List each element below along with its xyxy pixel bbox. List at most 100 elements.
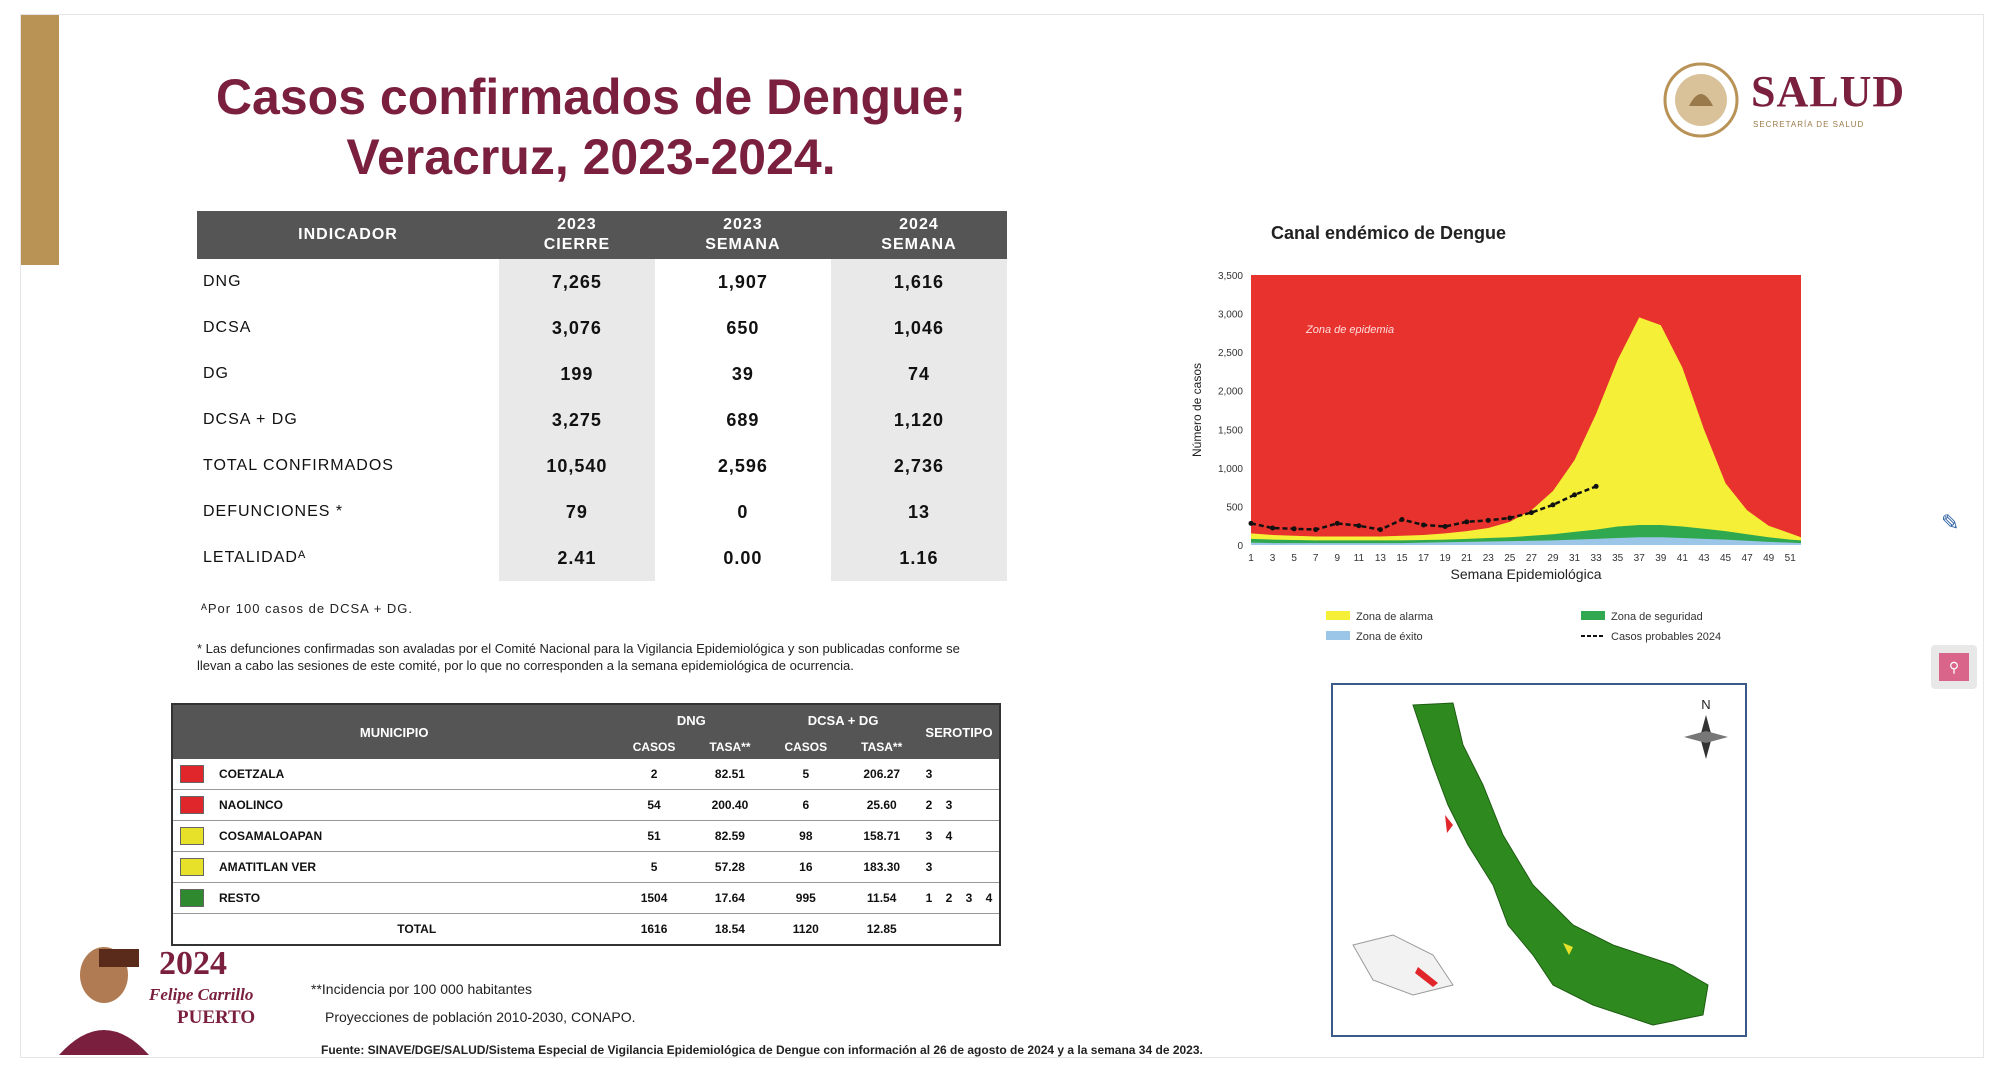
- indicators-table: INDICADOR 2023 CIERRE 2023 SEMANA 2024 SEMA…: [197, 211, 1007, 581]
- x-tick-label: 27: [1526, 553, 1538, 564]
- chart-annotation: Zona de epidemia: [1305, 324, 1394, 336]
- indicator-label: DEFUNCIONES *: [203, 503, 344, 520]
- casos-point: [1507, 515, 1513, 521]
- serotipo-value: [939, 759, 959, 790]
- header-dng: DNG: [615, 704, 768, 735]
- municipio-body: COETZALA 2 82.51 5 206.27 3 NAOLINCO 54 200.40 6 2…: [172, 759, 1000, 946]
- title-line-2: Veracruz, 2023-2024.: [346, 129, 836, 185]
- indicator-value: 13: [830, 489, 1007, 535]
- municipio-row: COETZALA 2 82.51 5 206.27 3: [172, 759, 1000, 790]
- municipio-dcsa-tasa: 11.54: [844, 882, 919, 914]
- risk-color-swatch: [180, 858, 204, 876]
- x-tick-label: 41: [1677, 553, 1689, 564]
- municipio-dcsa-casos: 16: [767, 851, 845, 883]
- municipio-dcsa-casos: 1120: [767, 913, 845, 946]
- indicator-value: 1,046: [830, 305, 1007, 351]
- indicator-value: 2,736: [830, 443, 1007, 489]
- x-tick-label: 35: [1612, 553, 1624, 564]
- serotipo-value: 3: [919, 820, 939, 852]
- casos-point: [1291, 526, 1297, 532]
- x-tick-label: 33: [1591, 553, 1603, 564]
- municipio-dcsa-casos: 5: [767, 759, 845, 790]
- indicator-row: DCSA 3,076 650 1,046: [197, 305, 1007, 351]
- casos-point: [1550, 502, 1556, 508]
- x-tick-label: 19: [1440, 553, 1452, 564]
- municipio-name: COETZALA: [211, 759, 616, 790]
- x-tick-label: 49: [1763, 553, 1775, 564]
- serotipo-value: [939, 913, 959, 946]
- risk-color-swatch: [180, 889, 204, 907]
- casos-point: [1334, 520, 1340, 526]
- municipio-dcsa-tasa: 158.71: [844, 820, 919, 852]
- serotipo-value: [979, 820, 1000, 852]
- municipio-dng-tasa: 18.54: [692, 913, 768, 946]
- edit-pencil-icon[interactable]: ✎: [1941, 510, 1960, 535]
- y-tick-label: 1,000: [1218, 464, 1243, 475]
- page-title: Casos confirmados de Dengue; Veracruz, 2…: [191, 67, 991, 187]
- municipio-dcsa-tasa: 25.60: [844, 789, 919, 821]
- municipio-dcsa-tasa: 12.85: [844, 913, 919, 946]
- municipio-dcsa-casos: 98: [767, 820, 845, 852]
- indicator-value: 3,275: [499, 397, 655, 443]
- serotipo-value: [979, 759, 1000, 790]
- zoom-button[interactable]: ⚲: [1931, 645, 1977, 689]
- header-2024-semana: 2024 SEMANA: [830, 211, 1007, 259]
- x-tick-label: 1: [1248, 553, 1254, 564]
- x-tick-label: 21: [1461, 553, 1473, 564]
- indicator-value: 2,596: [654, 443, 831, 489]
- casos-point: [1399, 517, 1405, 523]
- indicator-value: 1,907: [654, 259, 831, 305]
- casos-point: [1248, 520, 1254, 526]
- x-tick-label: 17: [1418, 553, 1430, 564]
- casos-point: [1421, 522, 1427, 528]
- casos-point: [1464, 519, 1470, 525]
- serotipo-value: [959, 851, 979, 883]
- municipio-dng-tasa: 82.51: [692, 759, 768, 790]
- header-dcsa-casos: CASOS: [767, 735, 845, 759]
- x-tick-label: 43: [1698, 553, 1710, 564]
- x-tick-label: 25: [1504, 553, 1516, 564]
- x-tick-label: 31: [1569, 553, 1581, 564]
- legend-swatch: [1326, 611, 1350, 620]
- municipio-table: MUNICIPIO DNG DCSA + DG SEROTIPO CASOS T…: [171, 703, 1001, 946]
- casos-point: [1485, 517, 1491, 523]
- municipio-dng-tasa: 57.28: [692, 851, 768, 883]
- municipio-dng-casos: 51: [615, 820, 693, 852]
- serotipo-value: 2: [919, 789, 939, 821]
- serotipo-value: [959, 789, 979, 821]
- indicator-label: TOTAL CONFIRMADOS: [203, 457, 394, 474]
- municipio-dng-casos: 1504: [615, 882, 693, 914]
- x-tick-label: 9: [1334, 553, 1340, 564]
- badge-year: 2024: [159, 945, 227, 982]
- municipio-dng-casos: 1616: [615, 913, 693, 946]
- swatch-cell: [172, 882, 211, 914]
- casos-point: [1572, 492, 1578, 498]
- legend-swatch: [1581, 611, 1605, 620]
- decorative-bar: [21, 15, 59, 265]
- municipio-dng-tasa: 82.59: [692, 820, 768, 852]
- indicator-label: DG: [203, 365, 229, 382]
- incidencia-note: **Incidencia por 100 000 habitantes: [311, 981, 533, 997]
- risk-color-swatch: [180, 796, 204, 814]
- y-tick-label: 3,500: [1218, 271, 1243, 282]
- swatch-cell: [172, 913, 211, 946]
- municipio-name: COSAMALOAPAN: [211, 820, 616, 852]
- municipio-dng-casos: 54: [615, 789, 693, 821]
- municipio-row: AMATITLAN VER 5 57.28 16 183.30 3: [172, 851, 1000, 883]
- indicator-label: DNG: [203, 273, 242, 290]
- serotipo-value: 4: [939, 820, 959, 852]
- header-2023-semana: 2023 SEMANA: [654, 211, 831, 259]
- serotipo-value: [919, 913, 939, 946]
- map-drawing: N: [1352, 697, 1728, 1026]
- header-2023-cierre: 2023 CIERRE: [499, 211, 655, 259]
- legend-label: Zona de éxito: [1356, 631, 1423, 643]
- risk-color-swatch: [180, 765, 204, 783]
- swatch-cell: [172, 820, 211, 852]
- municipio-header-row-1: MUNICIPIO DNG DCSA + DG SEROTIPO: [172, 704, 1000, 759]
- compass-rose-icon: N: [1684, 697, 1728, 759]
- municipio-row: NAOLINCO 54 200.40 6 25.60 2 3: [172, 789, 1000, 821]
- indicator-value: 79: [499, 489, 655, 535]
- legend-label: Zona de alarma: [1356, 611, 1434, 623]
- indicator-value: 10,540: [499, 443, 655, 489]
- salud-logo: SALUD SECRETARÍA DE SALUD: [1661, 60, 1931, 140]
